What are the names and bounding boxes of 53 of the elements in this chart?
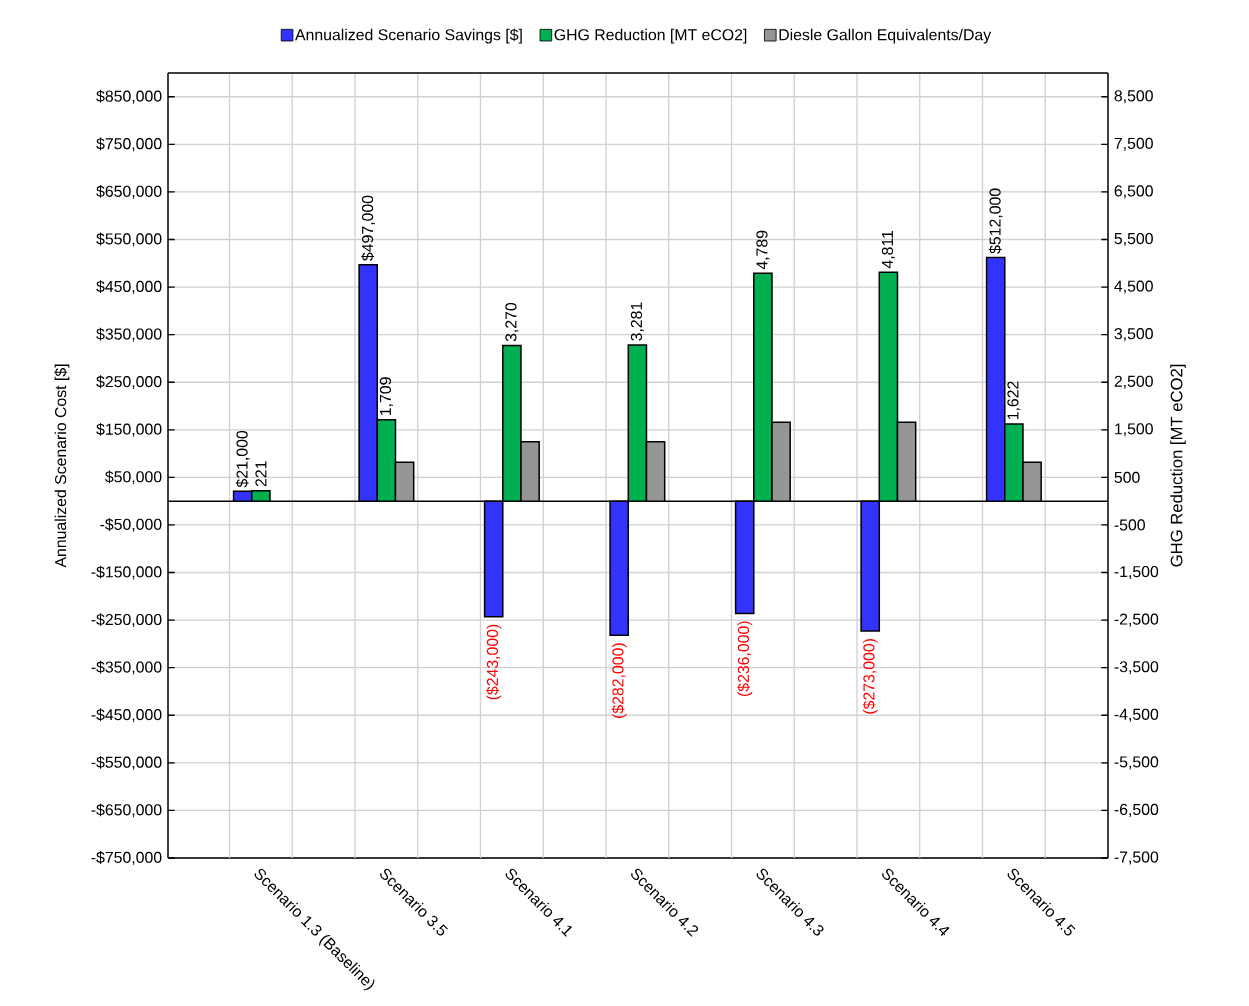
y2-tick-label: -4,500 <box>1114 708 1159 722</box>
legend-label: Diesle Gallon Equivalents/Day <box>779 28 992 44</box>
y-tick-label: $750,000 <box>96 137 162 152</box>
data-label: ($282,000) <box>611 643 627 718</box>
y-tick-label: -$250,000 <box>91 613 162 627</box>
y2-tick-label: 6,500 <box>1114 185 1153 199</box>
y-tick-label: $550,000 <box>96 232 162 247</box>
y-tick-label: -$450,000 <box>91 708 162 723</box>
y-tick-label: $650,000 <box>96 185 162 199</box>
y2-tick-label: 500 <box>1114 471 1140 483</box>
legend-label: GHG Reduction [MT eCO2] <box>554 28 747 44</box>
y2-tick-label: -500 <box>1114 519 1145 531</box>
y-tick-label: -$350,000 <box>91 660 162 675</box>
data-label: ($243,000) <box>486 624 502 700</box>
y-tick-label: $250,000 <box>96 375 162 390</box>
y-tick-label: $850,000 <box>96 89 162 104</box>
data-label: 3,281 <box>630 302 644 341</box>
legend-label: Annualized Scenario Savings [$] <box>295 28 522 44</box>
y2-tick-label: -5,500 <box>1114 756 1159 770</box>
y2-tick-label: 2,500 <box>1114 375 1153 389</box>
y-tick-label: $450,000 <box>96 280 162 294</box>
y-axis-title: Annualized Scenario Cost [$] <box>54 364 70 568</box>
y-tick-label: -$750,000 <box>91 851 162 865</box>
y2-tick-label: 1,500 <box>1115 423 1153 437</box>
y2-tick-label: 8,500 <box>1114 90 1153 104</box>
y2-tick-label: -7,500 <box>1114 851 1159 865</box>
y-tick-label: $50,000 <box>105 470 162 485</box>
y2-tick-label: 5,500 <box>1114 232 1153 247</box>
y2-axis-title: GHG Reduction [MT eCO2] <box>1170 364 1186 567</box>
data-label: ($236,000) <box>737 621 753 697</box>
data-label: $21,000 <box>235 430 250 488</box>
data-label: 4,811 <box>881 230 895 269</box>
data-label: 221 <box>255 461 267 487</box>
data-label: 3,270 <box>505 302 519 342</box>
y2-tick-label: 3,500 <box>1114 328 1153 342</box>
y2-tick-label: -1,500 <box>1114 565 1159 580</box>
y2-tick-label: 4,500 <box>1114 280 1153 294</box>
data-label: ($273,000) <box>862 639 878 714</box>
data-label: 1,709 <box>379 377 393 415</box>
data-label: $512,000 <box>988 188 1003 254</box>
y-tick-label: -$150,000 <box>91 565 162 580</box>
y-tick-label: -$50,000 <box>100 518 162 532</box>
y2-tick-label: -2,500 <box>1114 613 1159 627</box>
y-tick-label: -$650,000 <box>91 803 162 818</box>
y-tick-label: -$550,000 <box>91 755 162 770</box>
y2-tick-label: -3,500 <box>1114 661 1159 675</box>
data-label: 4,789 <box>756 230 770 270</box>
y2-tick-label: 7,500 <box>1114 137 1153 151</box>
y-tick-label: $150,000 <box>96 422 162 437</box>
y2-tick-label: -6,500 <box>1114 803 1159 817</box>
data-label: 1,622 <box>1007 381 1021 420</box>
y-tick-label: $350,000 <box>96 327 162 342</box>
data-label: $497,000 <box>361 195 376 261</box>
